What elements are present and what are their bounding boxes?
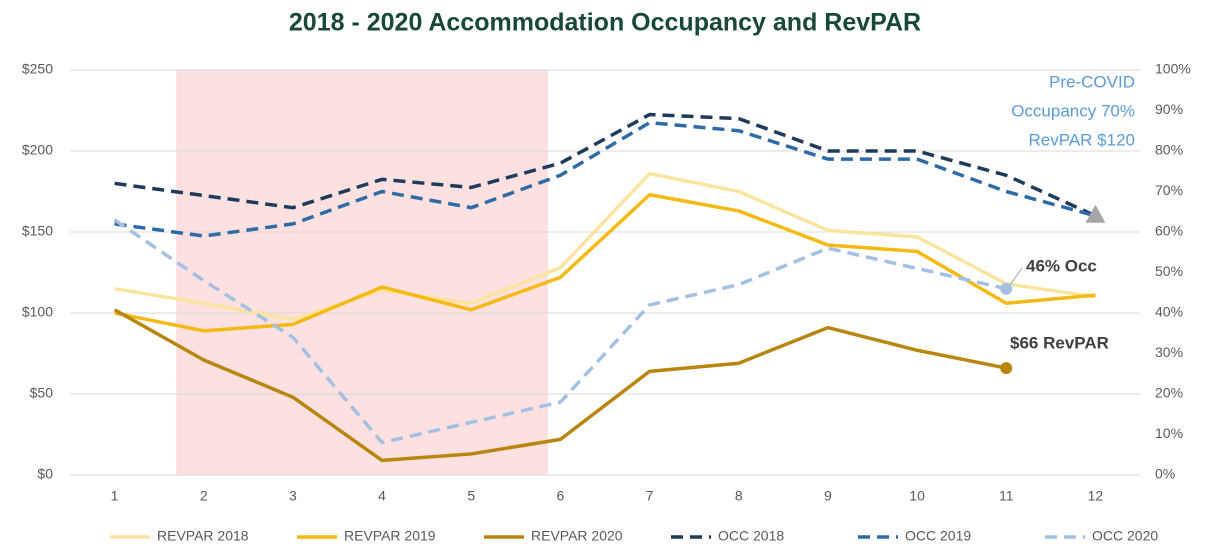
series-line — [114, 112, 1097, 218]
y-tick-label: $100 — [22, 304, 53, 320]
x-tick-label: 11 — [999, 488, 1014, 504]
y2-tick-label: 20% — [1155, 385, 1183, 401]
series-line — [113, 308, 1007, 463]
series-line — [114, 192, 1096, 333]
x-tick-label: 9 — [824, 488, 832, 504]
x-tick-label: 3 — [289, 488, 297, 504]
y-tick-label: $0 — [37, 466, 53, 482]
annotation: 46% Occ — [1026, 256, 1097, 275]
x-tick-label: 7 — [646, 488, 654, 504]
series-line — [113, 218, 1007, 445]
y-tick-label: $250 — [22, 61, 53, 77]
annotation: Pre-COVID — [1049, 72, 1135, 91]
y2-tick-label: 30% — [1155, 344, 1183, 360]
chart-title: 2018 - 2020 Accommodation Occupancy and … — [289, 9, 921, 37]
series-line — [114, 171, 1096, 322]
legend-label: REVPAR 2018 — [157, 528, 249, 544]
legend-label: REVPAR 2020 — [531, 528, 623, 544]
y-tick-label: $200 — [22, 142, 53, 158]
x-tick-label: 12 — [1088, 488, 1104, 504]
y2-tick-label: 10% — [1155, 425, 1183, 441]
leader-line — [1009, 267, 1023, 285]
legend-label: OCC 2020 — [1092, 528, 1158, 544]
x-tick-label: 4 — [378, 488, 386, 504]
y2-tick-label: 50% — [1155, 263, 1183, 279]
x-tick-label: 1 — [111, 488, 119, 504]
legend-label: OCC 2018 — [718, 528, 784, 544]
annotation: RevPAR $120 — [1029, 130, 1135, 149]
y2-tick-label: 80% — [1155, 142, 1183, 158]
y2-tick-label: 60% — [1155, 223, 1183, 239]
x-tick-label: 8 — [735, 488, 743, 504]
x-tick-label: 2 — [200, 488, 208, 504]
y-tick-label: $50 — [30, 385, 54, 401]
annotation: $66 RevPAR — [1010, 333, 1109, 352]
y2-tick-label: 90% — [1155, 101, 1183, 117]
y2-tick-label: 100% — [1155, 61, 1191, 77]
covid-shade — [176, 70, 548, 475]
pre-covid-marker — [1085, 204, 1106, 223]
x-tick-label: 6 — [557, 488, 565, 504]
annotation: Occupancy 70% — [1011, 101, 1135, 120]
end-dot — [1000, 282, 1013, 295]
y2-tick-label: 70% — [1155, 182, 1183, 198]
legend-label: OCC 2019 — [905, 528, 971, 544]
x-tick-label: 10 — [909, 488, 925, 504]
y2-tick-label: 40% — [1155, 304, 1183, 320]
legend-label: REVPAR 2019 — [344, 528, 436, 544]
y-tick-label: $150 — [22, 223, 53, 239]
y2-tick-label: 0% — [1155, 466, 1175, 482]
end-dot — [1000, 362, 1013, 375]
x-tick-label: 5 — [467, 488, 475, 504]
